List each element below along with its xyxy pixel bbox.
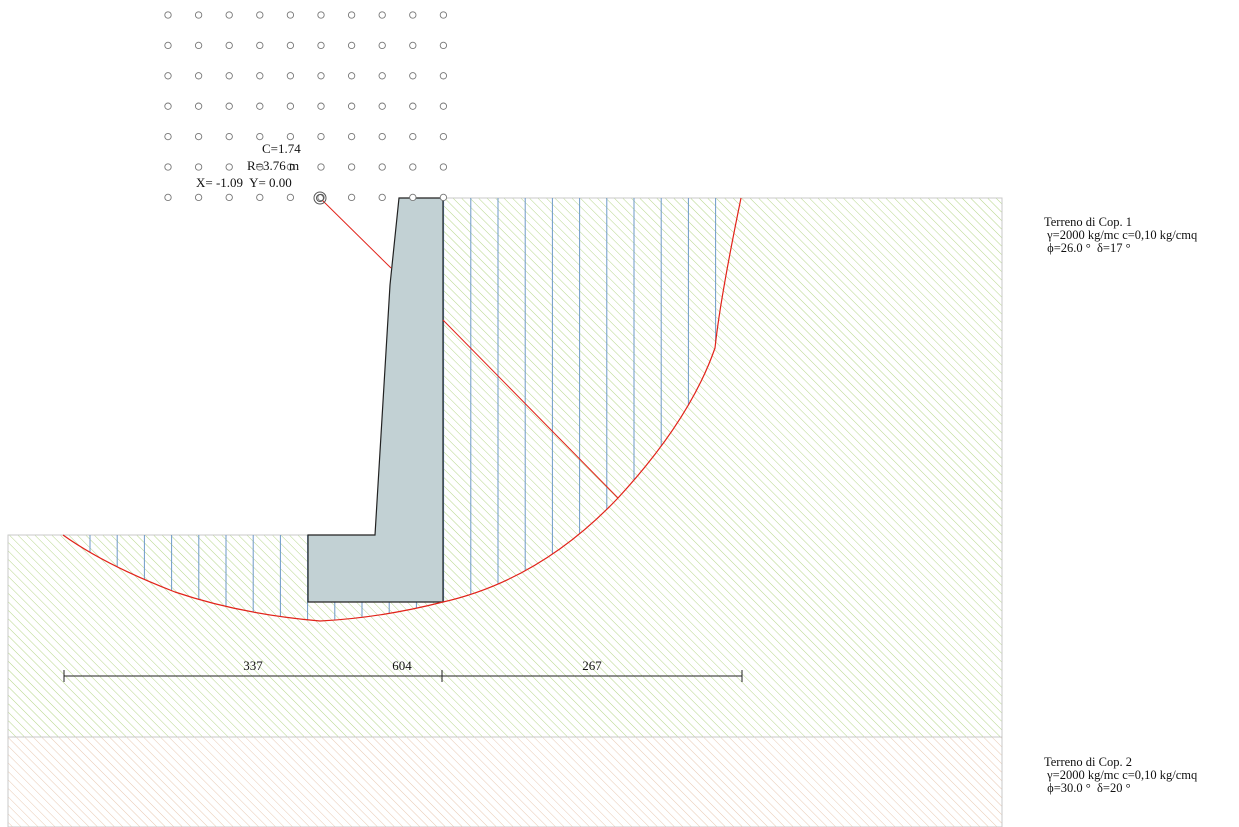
soil-1-props-b: ϕ=26.0 ° δ=17 ° [1044, 241, 1131, 255]
grid-center-point [286, 163, 295, 171]
grid-center-point [439, 41, 448, 50]
grid-center-point [439, 11, 448, 19]
grid-center-point [225, 102, 233, 110]
grid-center-point [164, 72, 172, 80]
grid-center-point [194, 41, 203, 50]
grid-center-point [439, 132, 448, 141]
radius-line-upper [319, 197, 392, 269]
soil-2-name: Terreno di Cop. 2 [1044, 755, 1132, 769]
grid-center-point [286, 102, 295, 110]
grid-center-point [409, 163, 417, 171]
grid-center-point [378, 41, 386, 50]
grid-center-point [194, 102, 203, 110]
grid-center-point [225, 41, 233, 50]
grid-center-point [378, 132, 386, 141]
grid-center-point [409, 41, 417, 50]
grid-center-point [225, 11, 233, 19]
grid-center-point [225, 132, 233, 141]
grid-center-point [347, 41, 356, 50]
grid-center-point [256, 132, 264, 141]
grid-center-point [317, 102, 325, 110]
grid-center-point [409, 72, 417, 80]
grid-center-point [286, 11, 295, 19]
grid-center-point [347, 102, 356, 110]
soil-layer-2 [7, 736, 1003, 827]
grid-center-point [317, 72, 325, 80]
grid-center-point [286, 41, 295, 50]
grid-center-point [317, 163, 325, 171]
grid-center-point [286, 132, 295, 141]
grid-center-point [256, 11, 264, 19]
grid-center-point [347, 72, 356, 80]
grid-center-point [164, 102, 172, 110]
grid-center-point [194, 132, 203, 141]
search-grid [164, 11, 448, 202]
grid-center-point [439, 193, 448, 202]
grid-center-point [194, 163, 203, 171]
grid-center-point [256, 193, 264, 202]
grid-center-point [164, 193, 172, 202]
soil-legend-1: Terreno di Cop. 1 γ=2000 kg/mc c=0,10 kg… [1044, 216, 1197, 255]
soil-2-props-a: γ=2000 kg/mc c=0,10 kg/cmq [1044, 768, 1198, 782]
grid-center-point [378, 193, 386, 202]
safety-factor-label: C=1.74 [262, 141, 301, 156]
soil-legend-2: Terreno di Cop. 2 γ=2000 kg/mc c=0,10 kg… [1044, 756, 1197, 795]
grid-center-point [164, 132, 172, 141]
grid-center-point [378, 11, 386, 19]
radius-label: R=3.76 m [247, 158, 299, 173]
critical-slip-circle [62, 197, 742, 622]
dimension-label-middle: 604 [392, 658, 412, 673]
dimension-label-right: 267 [582, 658, 602, 673]
radius-line-lower [442, 319, 619, 499]
grid-center-point [256, 41, 264, 50]
grid-center-point [286, 72, 295, 80]
grid-center-point [286, 193, 295, 202]
grid-center-point [256, 163, 264, 171]
grid-center-point [194, 11, 203, 19]
grid-center-point [409, 132, 417, 141]
grid-center-point [194, 193, 203, 202]
grid-center-point [164, 41, 172, 50]
grid-center-point [409, 193, 417, 202]
grid-center-point [439, 163, 448, 171]
dimension-label-left: 337 [243, 658, 263, 673]
grid-center-point [225, 163, 233, 171]
soil-layer-1 [7, 197, 1003, 738]
grid-center-point [378, 163, 386, 171]
soil-2-props-b: ϕ=30.0 ° δ=20 ° [1044, 781, 1131, 795]
grid-center-point [317, 132, 325, 141]
grid-center-point [347, 163, 356, 171]
grid-center-point [439, 102, 448, 110]
retaining-wall [307, 197, 444, 603]
grid-center-point [164, 163, 172, 171]
center-coordinates-label: X= -1.09 Y= 0.00 [196, 175, 292, 190]
grid-center-point [378, 102, 386, 110]
grid-center-point [409, 102, 417, 110]
grid-center-point [439, 72, 448, 80]
grid-center-point [256, 102, 264, 110]
grid-center-point [409, 11, 417, 19]
grid-center-point [317, 41, 325, 50]
grid-center-point [347, 132, 356, 141]
grid-center-point [347, 193, 356, 202]
soil-1-name: Terreno di Cop. 1 [1044, 215, 1132, 229]
grid-center-point [194, 72, 203, 80]
grid-center-point [256, 72, 264, 80]
grid-center-point [317, 11, 325, 19]
grid-center-point [225, 193, 233, 202]
grid-center-point [164, 11, 172, 19]
critical-center-marker [313, 191, 327, 205]
grid-center-point [225, 72, 233, 80]
dimension-line [63, 670, 743, 682]
grid-center-point [347, 11, 356, 19]
soil-1-props-a: γ=2000 kg/mc c=0,10 kg/cmq [1044, 228, 1198, 242]
grid-center-point [378, 72, 386, 80]
